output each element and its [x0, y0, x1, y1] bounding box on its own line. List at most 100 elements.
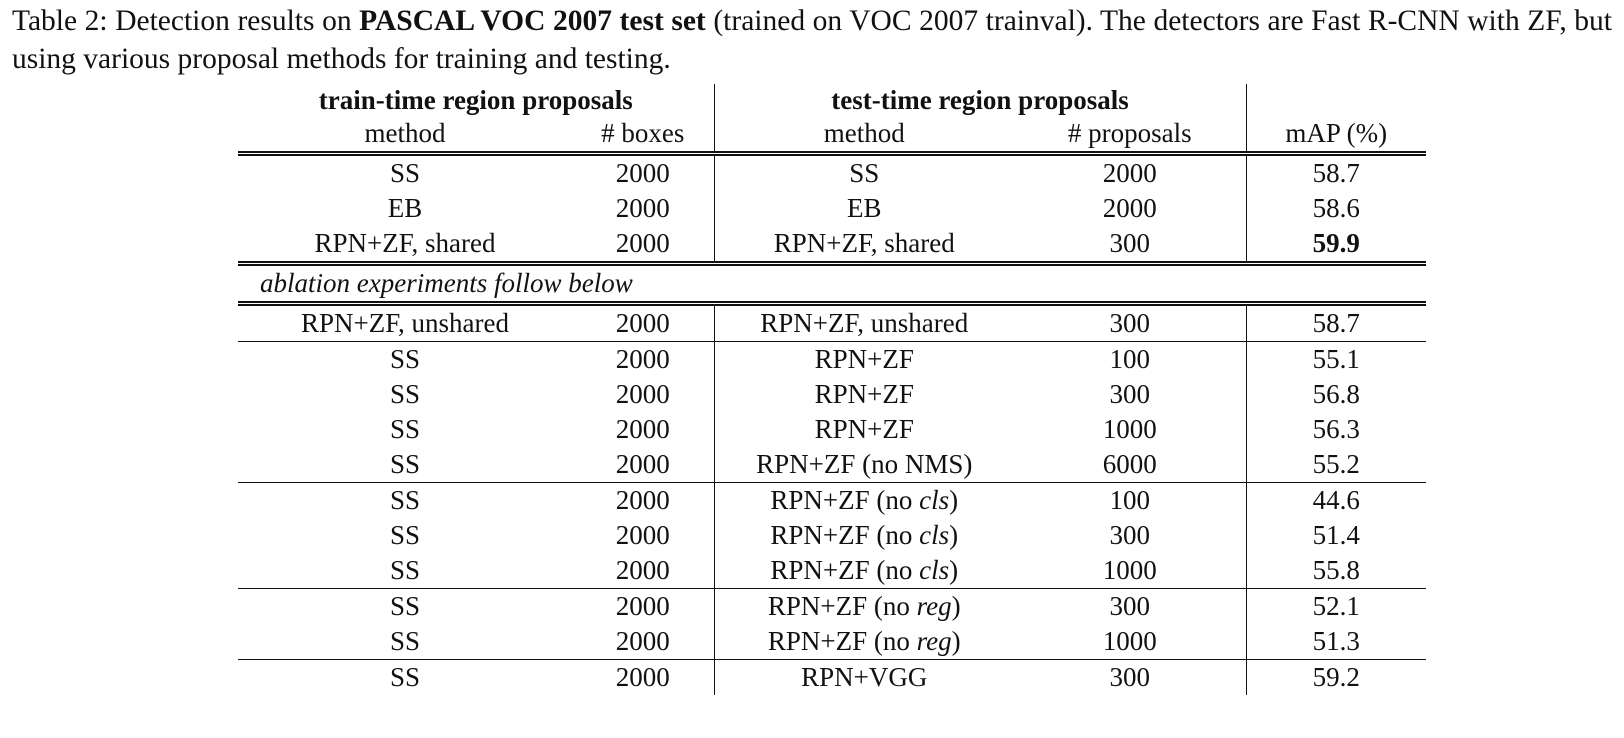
note-row: ablation experiments follow below	[238, 261, 1426, 304]
table-cell: 58.7	[1246, 151, 1426, 191]
table-row: RPN+ZF, unshared 2000 RPN+ZF, unshared 300 5…	[238, 301, 1426, 342]
table-cell: SS	[238, 151, 572, 191]
table-cell: 300	[1014, 377, 1247, 412]
table-cell: 2000	[572, 518, 715, 553]
table-row: EB 2000 EB 2000 58.6	[238, 191, 1426, 226]
table-cell: 1000	[1014, 553, 1247, 589]
table-cell: EB	[846, 193, 882, 223]
caption-text: Table 2: Detection results on	[12, 5, 360, 37]
table-cell: 1000	[1014, 412, 1247, 447]
table-cell: 2000	[572, 588, 715, 624]
table-cell: 44.6	[1246, 482, 1426, 518]
column-header: method	[823, 118, 905, 148]
table-row: SS 2000 RPN+ZF 100 55.1	[238, 341, 1426, 377]
table-cell: 56.8	[1312, 379, 1360, 409]
cell-text: RPN+ZF (no	[770, 485, 920, 515]
table-cell: 2000	[572, 301, 715, 342]
cell-text: )	[951, 591, 961, 621]
table-cell: RPN+ZF (no cls)	[714, 518, 1014, 553]
table-cell: 2000	[572, 341, 715, 377]
table-cell: SS	[238, 482, 572, 518]
column-header: mAP (%)	[1285, 118, 1388, 148]
table-cell: RPN+ZF	[814, 414, 914, 444]
table-cell: 2000	[572, 191, 715, 226]
column-header: # proposals	[1014, 116, 1247, 154]
table-cell: 58.6	[1312, 193, 1360, 223]
table-cell: 1000	[1014, 624, 1247, 660]
table-cell: RPN+ZF, unshared	[714, 301, 1014, 342]
table-cell: SS	[389, 626, 421, 656]
table-cell: SS	[714, 151, 1014, 191]
table-cell: SS	[389, 379, 421, 409]
caption: Table 2: Detection results on PASCAL VOC…	[12, 2, 1612, 78]
cell-text: cls	[919, 485, 950, 515]
table-cell: SS	[238, 659, 572, 695]
table-cell: SS	[389, 414, 421, 444]
table-cell: 55.8	[1312, 555, 1360, 585]
table-row: SS 2000 RPN+ZF (no reg) 300 52.1	[238, 588, 1426, 624]
cell-text: )	[951, 626, 961, 656]
table-cell: 2000	[572, 482, 715, 518]
table-cell: 2000	[572, 659, 715, 695]
group-header: test-time region proposals	[714, 84, 1247, 116]
table-cell: RPN+ZF (no reg)	[714, 624, 1014, 660]
table-cell: RPN+ZF, shared	[314, 228, 496, 258]
table-row: SS 2000 RPN+ZF 1000 56.3	[238, 412, 1426, 447]
table-cell: 300	[1014, 659, 1247, 695]
table-cell: 2000	[572, 447, 715, 483]
cell-text: RPN+ZF (no	[767, 591, 917, 621]
table-cell: 2000	[572, 226, 715, 264]
table-cell: RPN+ZF	[814, 379, 914, 409]
table-cell: RPN+VGG	[714, 659, 1014, 695]
table-cell: EB	[387, 193, 423, 223]
table-cell: SS	[389, 449, 421, 479]
table-cell: 2000	[572, 553, 715, 589]
cell-text: RPN+ZF (no	[770, 520, 920, 550]
results-table: train-time region proposals test-time reg…	[238, 84, 1426, 695]
column-header-row: method # boxes method # proposals mAP (%)	[238, 116, 1426, 154]
table-cell: 51.3	[1312, 626, 1360, 656]
table-cell: 6000	[1014, 447, 1247, 483]
table-row: SS 2000 RPN+ZF (no reg) 1000 51.3	[238, 624, 1426, 660]
table-cell: 2000	[572, 377, 715, 412]
table-cell: RPN+ZF	[714, 341, 1014, 377]
cell-text: reg	[916, 626, 952, 656]
cell-text: RPN+ZF (no	[767, 626, 917, 656]
note: ablation experiments follow below	[238, 261, 1426, 304]
cell-text: RPN+ZF (no	[770, 555, 920, 585]
table-cell: 51.4	[1312, 520, 1360, 550]
table-row: RPN+ZF, shared 2000 RPN+ZF, shared 300 59.9	[238, 226, 1426, 264]
table-cell: 2000	[572, 151, 715, 191]
caption-text: (trained on VOC 2007 trainval). The dete…	[12, 5, 1613, 75]
table-cell: 100	[1014, 341, 1247, 377]
table-cell: 300	[1014, 588, 1247, 624]
table-cell: 55.1	[1246, 341, 1426, 377]
table-cell: SS	[238, 341, 572, 377]
table-cell: RPN+ZF (no reg)	[714, 588, 1014, 624]
table-cell: 300	[1014, 518, 1247, 553]
table-cell: 52.1	[1246, 588, 1426, 624]
table-row: SS 2000 RPN+ZF (no cls) 1000 55.8	[238, 553, 1426, 589]
table-cell: 59.2	[1246, 659, 1426, 695]
group-header-row: train-time region proposals test-time reg…	[238, 84, 1426, 116]
empty-cell	[1246, 84, 1426, 116]
table-cell: SS	[389, 520, 421, 550]
cell-text: )	[949, 520, 959, 550]
table-cell: 2000	[1014, 191, 1247, 226]
table-row: SS 2000 RPN+ZF 300 56.8	[238, 377, 1426, 412]
table-cell: SS	[238, 588, 572, 624]
table-cell: 300	[1014, 226, 1247, 264]
cell-text: reg	[916, 591, 952, 621]
table-cell: 100	[1014, 482, 1247, 518]
table-cell: RPN+ZF, shared	[773, 228, 955, 258]
column-header: method	[364, 118, 446, 148]
table-cell: 300	[1014, 301, 1247, 342]
table-cell: RPN+ZF (no cls)	[714, 482, 1014, 518]
table-row: SS 2000 RPN+ZF (no NMS) 6000 55.2	[238, 447, 1426, 483]
table-cell: 56.3	[1312, 414, 1360, 444]
cell-text: )	[949, 555, 959, 585]
table-cell: RPN+ZF (no cls)	[714, 553, 1014, 589]
table-row: SS 2000 RPN+VGG 300 59.2	[238, 659, 1426, 695]
table-row: SS 2000 SS 2000 58.7	[238, 151, 1426, 191]
